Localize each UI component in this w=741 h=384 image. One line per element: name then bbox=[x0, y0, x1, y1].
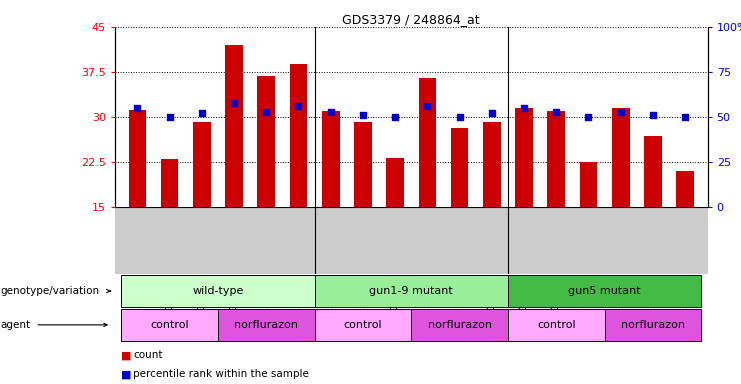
Bar bbox=[451, 128, 468, 207]
Bar bbox=[612, 108, 630, 207]
Point bbox=[615, 108, 627, 114]
Bar bbox=[161, 159, 179, 207]
Point bbox=[325, 108, 336, 114]
Point bbox=[551, 108, 562, 114]
Bar bbox=[225, 45, 243, 207]
Bar bbox=[290, 64, 308, 207]
Bar bbox=[122, 309, 218, 341]
Point bbox=[196, 110, 207, 116]
Point bbox=[582, 114, 594, 120]
Bar bbox=[218, 309, 315, 341]
Point bbox=[131, 105, 143, 111]
Text: norflurazon: norflurazon bbox=[234, 320, 299, 330]
Text: control: control bbox=[537, 320, 576, 330]
Text: wild-type: wild-type bbox=[192, 286, 244, 296]
Point bbox=[518, 105, 530, 111]
Bar bbox=[386, 158, 404, 207]
Bar bbox=[508, 309, 605, 341]
Title: GDS3379 / 248864_at: GDS3379 / 248864_at bbox=[342, 13, 480, 26]
Bar bbox=[315, 275, 508, 307]
Bar bbox=[193, 122, 210, 207]
Text: control: control bbox=[150, 320, 189, 330]
Bar bbox=[411, 309, 508, 341]
Bar bbox=[644, 136, 662, 207]
Bar bbox=[419, 78, 436, 207]
Text: count: count bbox=[133, 350, 163, 360]
Text: genotype/variation: genotype/variation bbox=[0, 286, 99, 296]
Bar bbox=[128, 110, 146, 207]
Point bbox=[486, 110, 498, 116]
Text: ■: ■ bbox=[121, 369, 131, 379]
Point bbox=[260, 108, 272, 114]
Point bbox=[647, 112, 659, 118]
Text: gun5 mutant: gun5 mutant bbox=[568, 286, 641, 296]
Text: control: control bbox=[344, 320, 382, 330]
Text: ■: ■ bbox=[121, 350, 131, 360]
Point bbox=[293, 103, 305, 109]
Bar bbox=[605, 309, 701, 341]
Bar bbox=[677, 171, 694, 207]
Bar bbox=[579, 162, 597, 207]
Bar bbox=[122, 275, 315, 307]
Point bbox=[453, 114, 465, 120]
Bar bbox=[354, 122, 372, 207]
Point bbox=[389, 114, 401, 120]
Bar bbox=[515, 108, 533, 207]
Text: norflurazon: norflurazon bbox=[621, 320, 685, 330]
Point bbox=[228, 99, 240, 106]
Text: norflurazon: norflurazon bbox=[428, 320, 491, 330]
Bar bbox=[257, 76, 275, 207]
Text: percentile rank within the sample: percentile rank within the sample bbox=[133, 369, 309, 379]
Bar bbox=[322, 111, 339, 207]
Point bbox=[422, 103, 433, 109]
Text: gun1-9 mutant: gun1-9 mutant bbox=[369, 286, 453, 296]
Point bbox=[164, 114, 176, 120]
Bar bbox=[548, 111, 565, 207]
Point bbox=[357, 112, 369, 118]
Point bbox=[679, 114, 691, 120]
Bar bbox=[508, 275, 701, 307]
Bar bbox=[315, 309, 411, 341]
Text: agent: agent bbox=[0, 320, 30, 330]
Bar bbox=[483, 122, 501, 207]
